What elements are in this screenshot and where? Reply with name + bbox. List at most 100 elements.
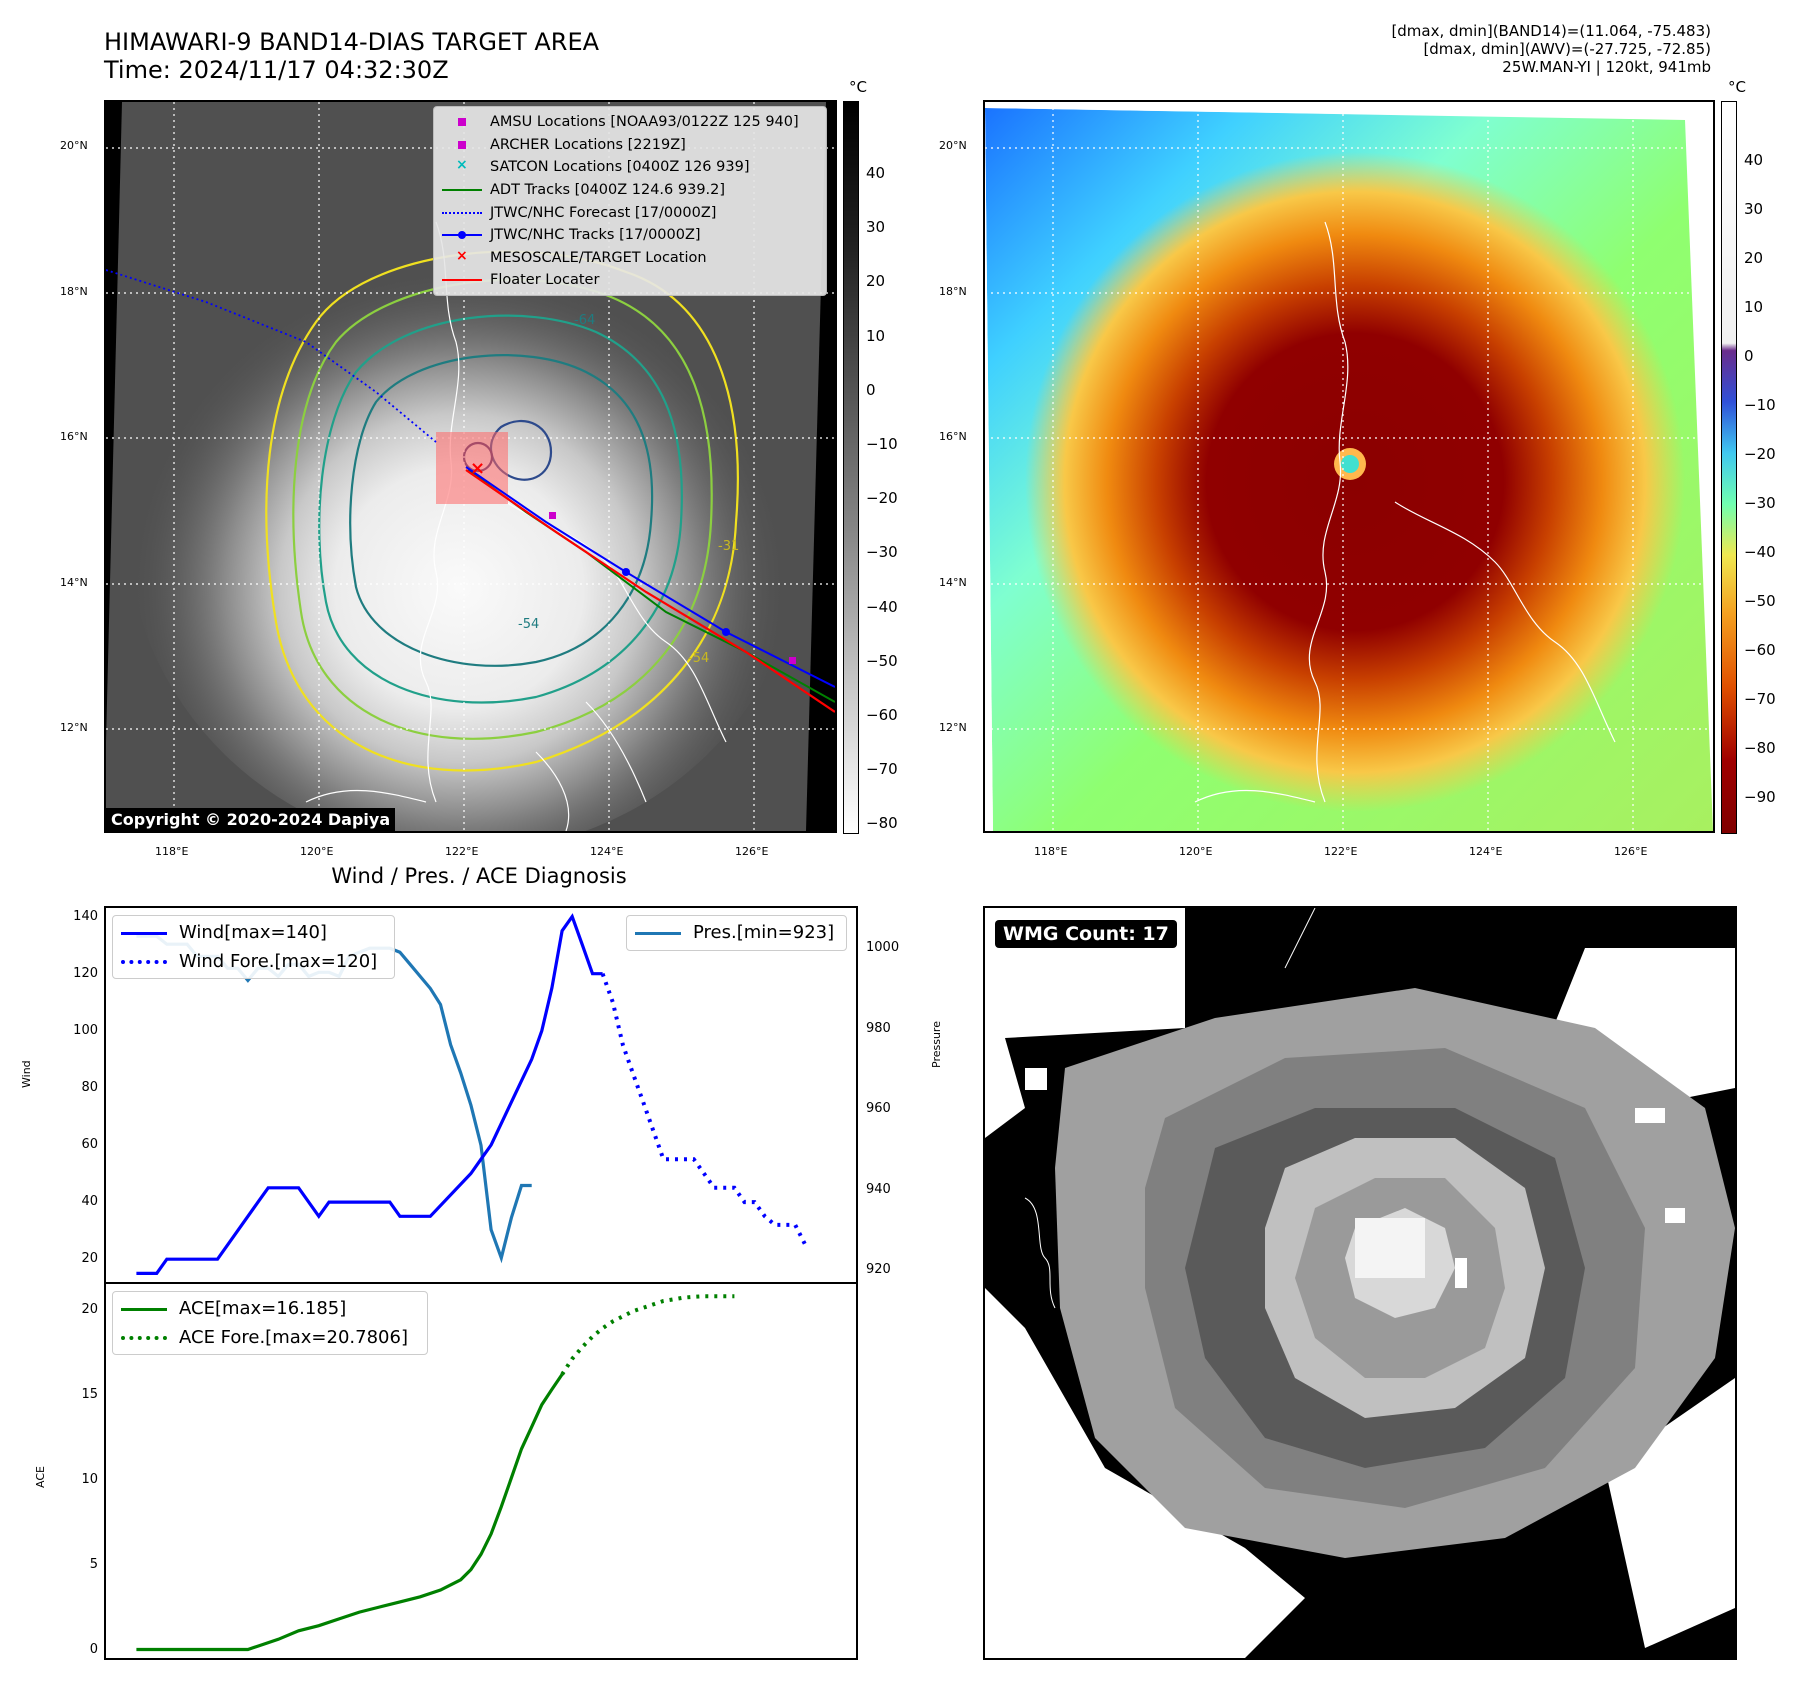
axis-tick-label: 80 [81,1079,98,1095]
colorbar-tick: 30 [866,218,886,237]
lon-label: 118°E [155,845,189,858]
colorbar-tick: −70 [1744,690,1776,708]
cyan-x-marker-icon: × [456,157,468,174]
legend-item: ACE Fore.[max=20.7806] [121,1323,419,1352]
axis-tick-label: 120 [73,965,98,981]
title-line-1: HIMAWARI-9 BAND14-DIAS TARGET AREA [104,28,600,56]
map-legend: AMSU Locations [NOAA93/0122Z 125 940] AR… [433,106,827,296]
legend-item: Floater Locater [442,269,818,292]
axis-tick-label: 20 [81,1301,98,1317]
ace-series-line [136,1373,564,1652]
colorbar-tick: −80 [866,814,898,833]
wmg-count-label: WMG Count: 17 [995,920,1177,948]
green-dotted-line-icon [121,1335,167,1341]
axis-tick-label: 20 [81,1251,98,1267]
info-line-1: [dmax, dmin](BAND14)=(11.064, -75.483) [1391,22,1711,40]
lon-label: 126°E [735,845,769,858]
axis-tick-label: 10 [81,1471,98,1487]
awv-colorbar-ticks: 40 30 20 10 0 −10 −20 −30 −40 −50 −60 −7… [1744,136,1776,822]
axis-tick-label: 960 [866,1101,891,1117]
copyright-label: Copyright © 2020-2024 Dapiya [106,808,396,831]
floater-locater [465,469,835,713]
red-x-marker-icon: × [456,247,468,264]
lat-label: 14°N [60,576,88,589]
lat-label: 20°N [60,139,88,152]
legend-item: × MESOSCALE/TARGET Location [442,247,818,270]
title-line-2: Time: 2024/11/17 04:32:30Z [104,56,449,84]
axis-tick-label: 940 [866,1181,891,1197]
magenta-square-marker-icon [442,138,482,152]
lat-label: 14°N [939,576,967,589]
colorbar-tick: 20 [1744,249,1764,267]
colorbar-tick: −90 [1744,788,1776,806]
colorbar-tick: −20 [866,489,898,508]
amsu-location-marker [789,657,796,664]
wind-series-line [136,913,603,1275]
lat-label: 18°N [60,285,88,298]
contour-label: -64 [574,313,595,328]
lon-label: 120°E [1179,845,1213,858]
lat-label: 16°N [60,430,88,443]
blue-line-dot-icon [442,228,482,242]
axis-tick-label: 100 [73,1022,98,1038]
axis-tick-label: 15 [81,1386,98,1402]
green-line-icon [121,1306,167,1312]
wind-legend: Wind[max=140] Wind Fore.[max=120] [112,915,395,979]
colorbar-tick: −30 [1744,494,1776,512]
colorbar-tick: 0 [866,380,876,399]
ace-legend: ACE[max=16.185] ACE Fore.[max=20.7806] [112,1291,428,1355]
legend-item: Pres.[min=923] [635,918,838,947]
colorbar-tick: −70 [866,760,898,779]
ace-axis-label: ACE [34,1466,47,1488]
colorbar-tick: −60 [866,706,898,725]
awv-colorbar [1721,101,1737,834]
lon-label: 120°E [300,845,334,858]
lon-label: 122°E [1324,845,1358,858]
colorbar-tick: −20 [1744,445,1776,463]
colorbar-tick: −40 [1744,543,1776,561]
ace-svg [136,1294,735,1652]
colorbar-tick: −50 [866,651,898,670]
colorbar-tick: 0 [1744,347,1754,365]
colorbar-tick: −40 [866,597,898,616]
diagnosis-title: Wind / Pres. / ACE Diagnosis [331,864,627,888]
storm-info: [dmax, dmin](BAND14)=(11.064, -75.483) [… [1391,22,1711,76]
axis-tick-label: 1000 [866,940,900,956]
axis-tick-label: 0 [89,1641,98,1657]
legend-item: ADT Tracks [0400Z 124.6 939.2] [442,179,818,202]
jtwc-track-point [622,568,630,576]
magenta-square-marker-icon [442,115,482,129]
colorbar-tick: 30 [1744,200,1764,218]
legend-item: JTWC/NHC Tracks [17/0000Z] [442,224,818,247]
colorbar-unit: °C [1728,78,1746,96]
colorbar-tick: 10 [1744,298,1764,316]
axis-tick-label: 5 [89,1556,98,1572]
pressure-axis-label: Pressure [930,1021,943,1068]
lon-label: 118°E [1034,845,1068,858]
blue-line-icon [635,930,681,936]
ir-colorbar-ticks: 40 30 20 10 0 −10 −20 −30 −40 −50 −60 −7… [866,146,898,851]
pressure-series-line [136,934,532,1264]
lat-label: 16°N [939,430,967,443]
axis-tick-label: 40 [81,1194,98,1210]
wmg-image [985,908,1735,1658]
ace-plot [104,1282,858,1660]
wmg-panel [983,906,1737,1660]
contour-label: -31 [718,539,739,554]
colorbar-tick: 40 [866,164,886,182]
blue-line-icon [121,930,167,936]
axis-tick-label: 140 [73,908,98,924]
colorbar-tick: −60 [1744,641,1776,659]
colorbar-unit: °C [849,78,867,96]
contour-label: -54 [518,617,539,632]
wind-axis-label: Wind [20,1060,33,1088]
green-line-icon [442,183,482,197]
awv-map-image [985,102,1713,831]
jtwc-track-point [722,628,730,636]
legend-item: AMSU Locations [NOAA93/0122Z 125 940] [442,111,818,134]
colorbar-tick: −10 [866,435,898,454]
lon-label: 122°E [445,845,479,858]
legend-item: ACE[max=16.185] [121,1294,419,1323]
info-line-2: [dmax, dmin](AWV)=(-27.725, -72.85) [1423,40,1711,58]
colorbar-tick: 40 [1744,151,1764,169]
